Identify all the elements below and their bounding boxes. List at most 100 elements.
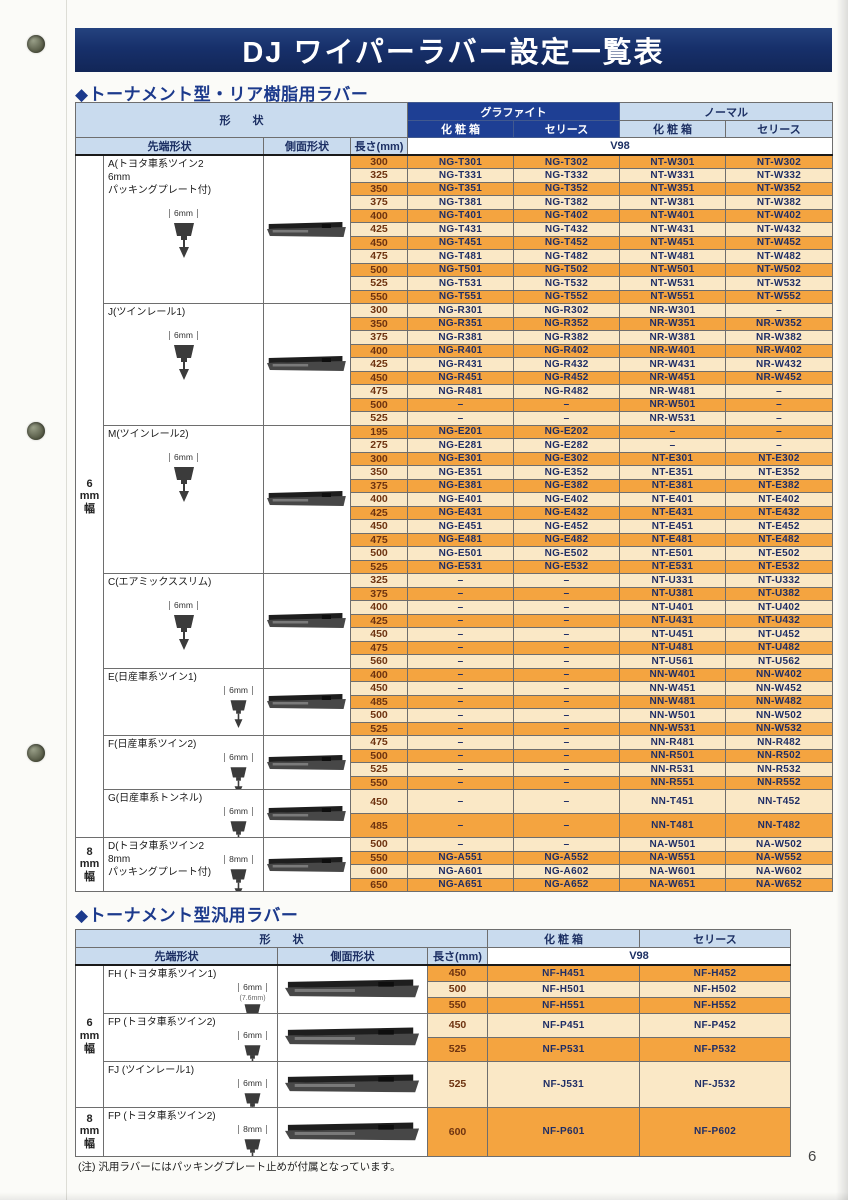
table-row: C(エアミックススリム) 6mm 325– – NT-U331 NT-U332	[76, 573, 833, 669]
tip-shape-figure: 6mm	[238, 1073, 267, 1106]
part-number-cell: NG-E301	[407, 451, 514, 466]
length-cell: 560	[350, 654, 408, 669]
tip-shape-cell: FP (トヨタ車系ツイン2) 8mm	[103, 1106, 278, 1157]
part-number-cell: NG-R351	[407, 316, 514, 331]
side-shape-cell	[263, 154, 351, 304]
tip-size-label: 6mm	[224, 806, 253, 817]
table-row: 485– – NN-T481 NN-T482	[76, 813, 833, 838]
side-shape-cell	[263, 303, 351, 426]
length-cell: 425	[350, 613, 408, 628]
part-number-cell: –	[725, 411, 833, 426]
tip-size-sublabel: (7.6mm)	[239, 995, 266, 1002]
length-cell: 450	[350, 627, 408, 642]
length-cell: 450	[350, 681, 408, 696]
tip-profile-icon	[173, 345, 194, 380]
tip-shape-figure: 8mm	[238, 1119, 267, 1155]
table-row: FP (トヨタ車系ツイン2) 6mm 450 NF-P451 NF-P452	[76, 1012, 791, 1062]
side-profile-icon	[284, 1122, 419, 1140]
part-number-cell: NT-W301	[619, 154, 726, 169]
table-row: 275 NG-E281 NG-E282– –	[76, 438, 833, 453]
part-number-cell: NT-W381	[619, 195, 726, 210]
part-number-cell: –	[725, 438, 833, 453]
tip-profile-icon	[173, 223, 194, 258]
side-profile-icon	[284, 979, 419, 998]
part-number-cell: NG-T482	[513, 249, 620, 264]
part-number-cell: –	[513, 837, 620, 852]
section-label: A(トヨタ車系ツイン2 6mm パッキングプレート付)	[108, 159, 212, 196]
tip-size-label: 6mm	[169, 330, 198, 341]
tip-shape-cell: M(ツインレール2) 6mm	[103, 424, 264, 574]
tip-size-label: 6mm	[238, 1030, 267, 1040]
length-cell: 525	[427, 1060, 488, 1108]
side-shape-cell	[263, 424, 351, 574]
tip-profile-icon	[244, 1138, 261, 1155]
part-number-cell: –	[725, 424, 833, 439]
part-number-cell: NT-W302	[725, 154, 833, 169]
part-number-cell: NR-W382	[725, 330, 833, 345]
table-row: 375 NG-T381 NG-T382 NT-W381 NT-W382	[76, 195, 833, 210]
part-number-cell: NT-U382	[725, 586, 833, 601]
table-row: 500– – NN-R501 NN-R502	[76, 748, 833, 763]
width-band-label: 6 mm 幅	[75, 154, 104, 838]
part-number-cell: NN-R482	[725, 735, 833, 750]
part-number-cell: NT-W482	[725, 249, 833, 264]
width-band-label: 8 mm 幅	[75, 837, 104, 892]
part-number-cell: –	[619, 438, 726, 453]
length-cell: 425	[350, 505, 408, 520]
part-number-cell: –	[725, 303, 833, 318]
tip-profile-icon	[230, 821, 247, 837]
part-number-cell: –	[513, 775, 620, 790]
length-cell: 500	[350, 748, 408, 763]
part-number-cell: NN-W452	[725, 681, 833, 696]
table-row: 350 NG-R351 NG-R352 NR-W351 NR-W352	[76, 316, 833, 331]
part-number-cell: NT-U432	[725, 613, 833, 628]
part-number-cell: NG-R451	[407, 370, 514, 385]
part-number-cell: –	[407, 600, 514, 615]
side-shape-cell	[277, 1060, 428, 1108]
length-cell: 450	[427, 964, 488, 982]
part-number-cell: NR-W452	[725, 370, 833, 385]
general-purpose-rubber-table: 形 状 化 粧 箱 セリース 先端形状 側面形状 長さ(mm) V98 6 mm 幅…	[75, 929, 791, 1157]
length-cell: 350	[350, 316, 408, 331]
side-profile-icon	[284, 1027, 419, 1046]
length-cell: 425	[350, 357, 408, 372]
part-number-cell: NG-R401	[407, 343, 514, 358]
tip-shape-cell: F(日産車系ツイン2) 6mm	[103, 735, 264, 790]
tip-shape-figure: 6mm	[238, 1025, 267, 1060]
part-number-cell: NT-W382	[725, 195, 833, 210]
length-cell: 500	[350, 262, 408, 277]
table-row: 425 NG-R431 NG-R432 NR-W431 NR-W432	[76, 357, 833, 372]
length-cell: 475	[350, 532, 408, 547]
side-profile-icon	[267, 221, 346, 237]
part-number-cell: NN-T482	[725, 813, 833, 838]
page-number: 6	[808, 1148, 817, 1165]
side-shape-cell	[263, 735, 351, 790]
side-shape-cell	[263, 667, 351, 736]
binder-hole	[27, 35, 45, 53]
part-number-cell: NT-W481	[619, 249, 726, 264]
part-number-cell: NA-W502	[725, 837, 833, 852]
part-number-cell: NF-P531	[487, 1036, 640, 1062]
part-number-cell: NG-E382	[513, 478, 620, 493]
part-number-cell: NT-U331	[619, 573, 726, 588]
side-profile-icon	[267, 491, 346, 507]
part-number-cell: NG-T382	[513, 195, 620, 210]
length-cell: 375	[350, 478, 408, 493]
part-number-cell: NF-J532	[639, 1060, 791, 1108]
width-band-label: 8 mm 幅	[75, 1106, 104, 1157]
part-number-cell: NN-R481	[619, 735, 726, 750]
length-cell: 450	[350, 235, 408, 250]
part-number-cell: NA-W651	[619, 877, 726, 892]
length-cell: 425	[350, 222, 408, 237]
table-row: 8 mm 幅 D(トヨタ車系ツイン2 8mm パッキングプレート付) 8mm 500– – N…	[75, 837, 833, 892]
part-number-cell: NR-W431	[619, 357, 726, 372]
tip-shape-figure: 8mm	[224, 849, 253, 891]
tip-shape-figure: 6mm (7.6mm)	[238, 977, 267, 1012]
part-number-cell: NN-R552	[725, 775, 833, 790]
length-cell: 350	[350, 181, 408, 196]
length-cell: 550	[350, 289, 408, 304]
table-row: FJ (ツインレール1) 6mm 525 NF-J531 NF-J532	[76, 1060, 791, 1108]
part-number-cell: NG-E281	[407, 438, 514, 453]
tip-profile-icon	[230, 869, 247, 891]
part-number-cell: –	[407, 813, 514, 838]
